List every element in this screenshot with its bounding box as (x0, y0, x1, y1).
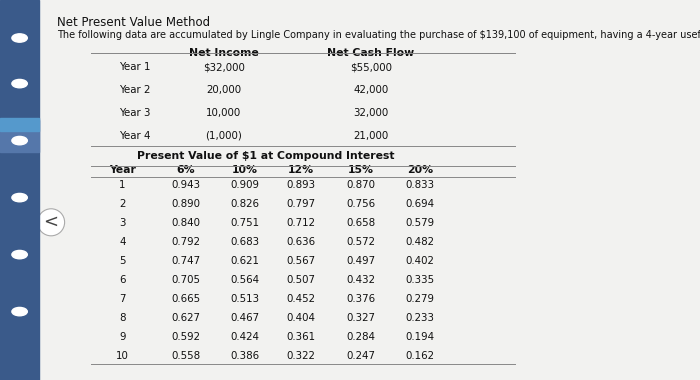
Text: 20,000: 20,000 (206, 85, 242, 95)
Text: Present Value of $1 at Compound Interest: Present Value of $1 at Compound Interest (137, 151, 395, 161)
Text: 0.424: 0.424 (230, 332, 260, 342)
Text: 0.513: 0.513 (230, 294, 260, 304)
Text: Net Income: Net Income (189, 48, 259, 58)
Text: 0.497: 0.497 (346, 256, 375, 266)
Text: 0.705: 0.705 (171, 275, 200, 285)
Text: 0.567: 0.567 (286, 256, 316, 266)
Text: 0.452: 0.452 (286, 294, 316, 304)
Text: Year 3: Year 3 (119, 108, 150, 118)
Text: 0.376: 0.376 (346, 294, 375, 304)
Text: 0.507: 0.507 (286, 275, 316, 285)
Text: 0.592: 0.592 (171, 332, 200, 342)
Text: 0.322: 0.322 (286, 351, 316, 361)
Text: Year 2: Year 2 (119, 85, 150, 95)
Text: 0.943: 0.943 (171, 180, 200, 190)
Text: 0.751: 0.751 (230, 218, 260, 228)
Text: 2: 2 (119, 199, 126, 209)
Text: 0.833: 0.833 (405, 180, 435, 190)
Text: 0.572: 0.572 (346, 237, 375, 247)
Text: $55,000: $55,000 (350, 62, 392, 72)
Text: 0.665: 0.665 (171, 294, 200, 304)
Text: 0.327: 0.327 (346, 313, 375, 323)
Text: 0.792: 0.792 (171, 237, 200, 247)
Text: 0.233: 0.233 (405, 313, 435, 323)
Text: 0.162: 0.162 (405, 351, 435, 361)
Text: Year: Year (109, 165, 136, 175)
Text: 0.683: 0.683 (230, 237, 260, 247)
Text: 0.404: 0.404 (286, 313, 316, 323)
Text: 10,000: 10,000 (206, 108, 242, 118)
Text: 4: 4 (119, 237, 126, 247)
Text: 0.279: 0.279 (405, 294, 435, 304)
Text: Year 1: Year 1 (119, 62, 150, 72)
Text: 10: 10 (116, 351, 129, 361)
Text: 9: 9 (119, 332, 126, 342)
Text: 3: 3 (119, 218, 126, 228)
Text: 0.840: 0.840 (171, 218, 200, 228)
Text: Net Present Value Method: Net Present Value Method (57, 16, 211, 29)
Text: 0.579: 0.579 (405, 218, 435, 228)
Text: 42,000: 42,000 (354, 85, 388, 95)
Text: The following data are accumulated by Lingle Company in evaluating the purchase : The following data are accumulated by Li… (57, 30, 700, 40)
Text: Net Cash Flow: Net Cash Flow (328, 48, 414, 58)
Text: Year 4: Year 4 (119, 131, 150, 141)
Text: 0.747: 0.747 (171, 256, 200, 266)
Text: 0.621: 0.621 (230, 256, 260, 266)
Text: 0.909: 0.909 (230, 180, 260, 190)
Text: 0.284: 0.284 (346, 332, 375, 342)
Text: 0.890: 0.890 (171, 199, 200, 209)
Text: 8: 8 (119, 313, 126, 323)
Text: 0.402: 0.402 (405, 256, 435, 266)
Text: 0.712: 0.712 (286, 218, 316, 228)
Text: 0.558: 0.558 (171, 351, 200, 361)
Text: 0.482: 0.482 (405, 237, 435, 247)
Text: 6: 6 (119, 275, 126, 285)
Text: 0.797: 0.797 (286, 199, 316, 209)
Text: 5: 5 (119, 256, 126, 266)
Text: 0.870: 0.870 (346, 180, 375, 190)
Text: 0.756: 0.756 (346, 199, 375, 209)
Text: 0.247: 0.247 (346, 351, 375, 361)
Text: 6%: 6% (176, 165, 195, 175)
Text: 7: 7 (119, 294, 126, 304)
Text: 0.694: 0.694 (405, 199, 435, 209)
Text: 15%: 15% (347, 165, 374, 175)
Text: 20%: 20% (407, 165, 433, 175)
Text: 10%: 10% (232, 165, 258, 175)
Text: 0.467: 0.467 (230, 313, 260, 323)
Text: 0.826: 0.826 (230, 199, 260, 209)
Text: (1,000): (1,000) (206, 131, 242, 141)
Text: 0.432: 0.432 (346, 275, 375, 285)
Text: <: < (43, 213, 59, 231)
Text: 21,000: 21,000 (354, 131, 388, 141)
Text: 0.627: 0.627 (171, 313, 200, 323)
Text: 0.386: 0.386 (230, 351, 260, 361)
Text: 0.335: 0.335 (405, 275, 435, 285)
Text: $32,000: $32,000 (203, 62, 245, 72)
Text: 0.361: 0.361 (286, 332, 316, 342)
Text: 1: 1 (119, 180, 126, 190)
Text: 32,000: 32,000 (354, 108, 388, 118)
Text: 0.893: 0.893 (286, 180, 316, 190)
Text: 0.636: 0.636 (286, 237, 316, 247)
Text: 0.194: 0.194 (405, 332, 435, 342)
Text: 0.564: 0.564 (230, 275, 260, 285)
Text: 12%: 12% (288, 165, 314, 175)
Text: 0.658: 0.658 (346, 218, 375, 228)
